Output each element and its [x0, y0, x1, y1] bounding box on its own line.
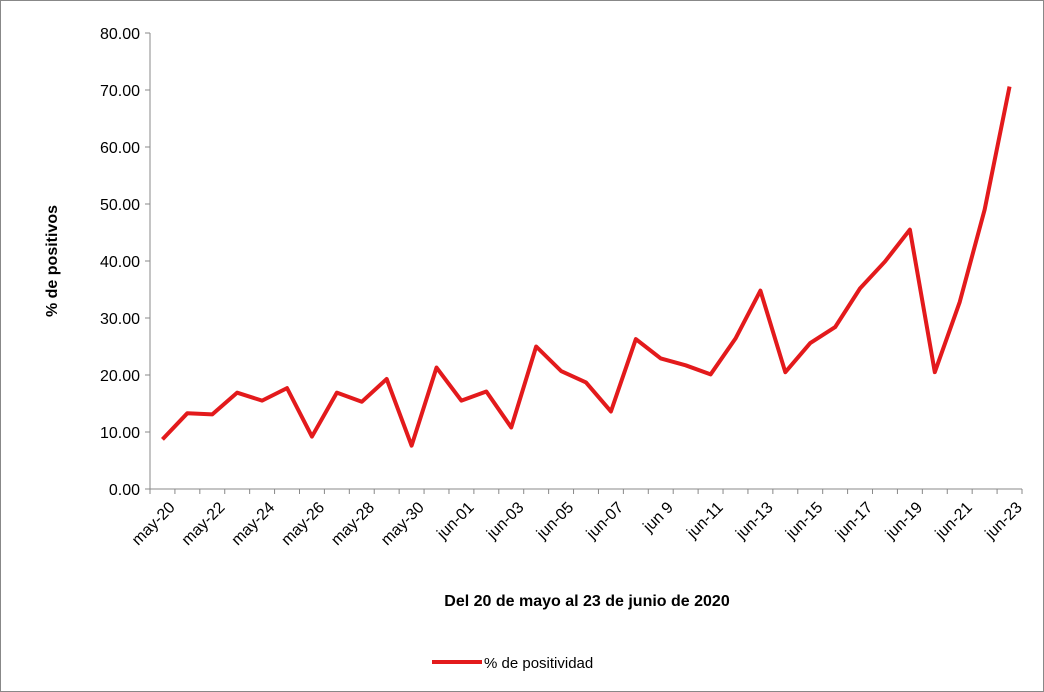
y-axis-title: % de positivos	[44, 205, 61, 317]
y-tick-label: 10.00	[100, 425, 140, 442]
line-series	[161, 86, 1012, 448]
x-axis-title: Del 20 de mayo al 23 de junio de 2020	[444, 593, 730, 610]
y-tick-label: 0.00	[109, 482, 140, 499]
y-tick-label: 80.00	[100, 26, 140, 43]
y-tick-label: 20.00	[100, 368, 140, 385]
y-tick-label: 50.00	[100, 197, 140, 214]
y-tick-label: 60.00	[100, 140, 140, 157]
y-tick-label: 70.00	[100, 83, 140, 100]
legend-label: % de positividad	[484, 655, 593, 672]
y-tick-label: 30.00	[100, 311, 140, 328]
y-tick-label: 40.00	[100, 254, 140, 271]
